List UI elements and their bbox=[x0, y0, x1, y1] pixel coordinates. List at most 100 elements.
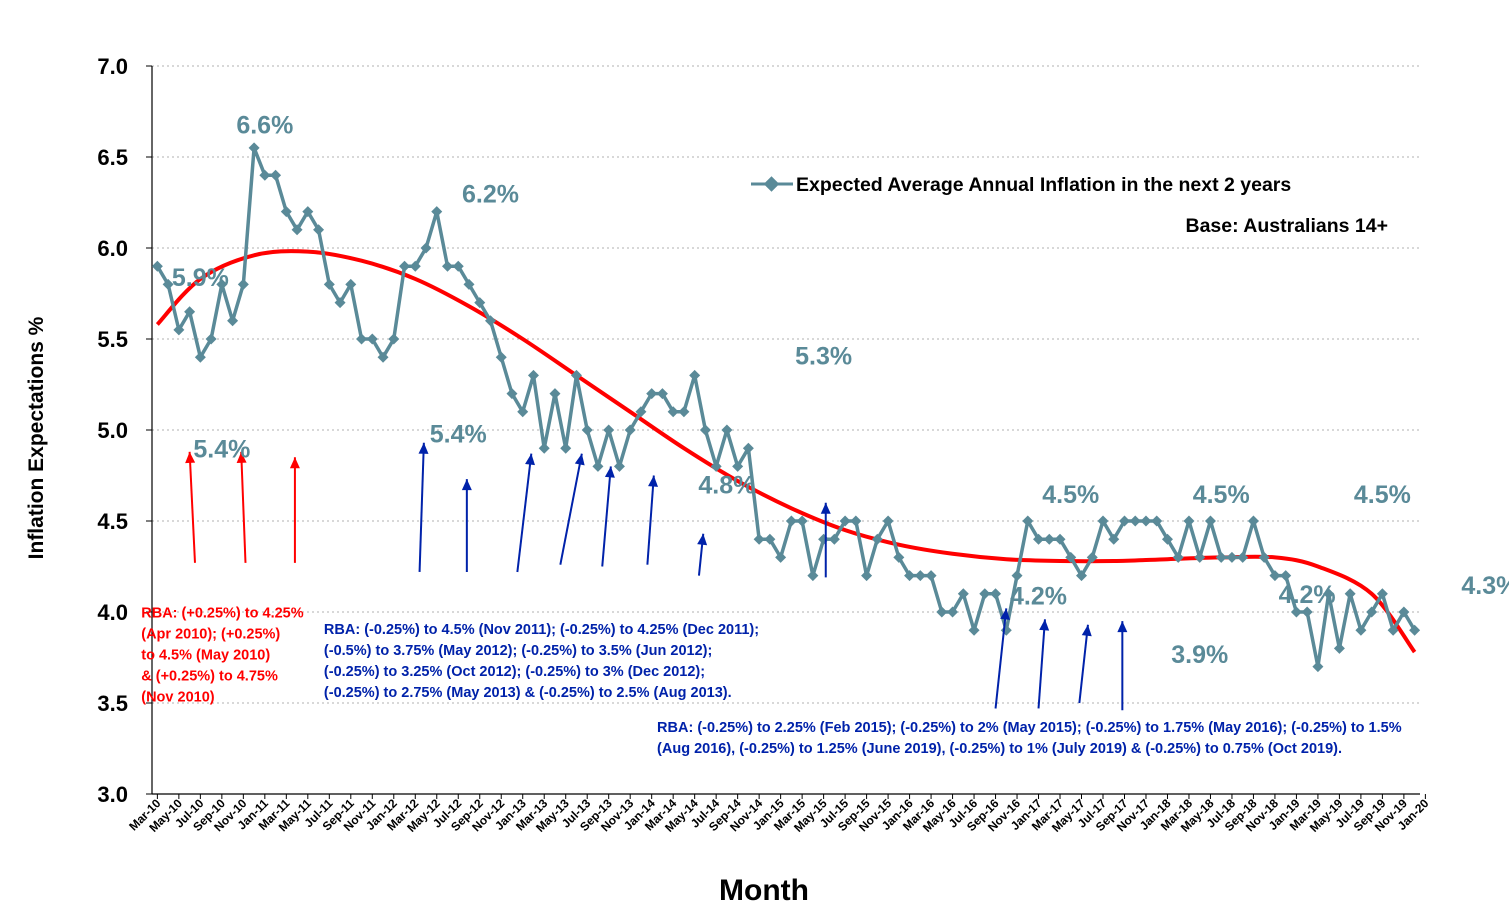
y-tick-label: 5.5 bbox=[97, 327, 128, 352]
data-point bbox=[560, 442, 572, 454]
data-point bbox=[1086, 551, 1098, 563]
data-point bbox=[667, 406, 679, 418]
data-point bbox=[420, 242, 432, 254]
arrow-head bbox=[289, 457, 300, 469]
data-point bbox=[1376, 588, 1388, 600]
data-point bbox=[1076, 570, 1088, 582]
arrow-head bbox=[648, 475, 659, 487]
peak-labels: 6.6% 5.9% 5.4% 6.2% 5.4% 5.3% 4.8% 4.5% 4.2% 4.5%… bbox=[172, 111, 1509, 669]
data-point bbox=[474, 297, 486, 309]
data-point bbox=[1108, 533, 1120, 545]
value-label: 4.8% bbox=[698, 472, 755, 500]
data-point bbox=[925, 570, 937, 582]
value-label: 5.3% bbox=[795, 342, 852, 370]
data-point bbox=[1204, 515, 1216, 527]
arrow-head bbox=[1117, 621, 1128, 633]
data-point bbox=[1323, 588, 1335, 600]
data-point bbox=[173, 324, 185, 336]
x-axis-label: Month bbox=[719, 874, 809, 907]
data-point bbox=[807, 570, 819, 582]
data-point bbox=[1033, 533, 1045, 545]
annotation-arrow bbox=[418, 442, 425, 572]
data-point bbox=[581, 424, 593, 436]
rba-note: RBA: (+0.25%) to 4.25% (Apr 2010); (+0.25… bbox=[141, 605, 303, 705]
rba-note-line: RBA: (+0.25%) to 4.25% bbox=[141, 605, 303, 621]
data-point bbox=[538, 442, 550, 454]
legend-label: Expected Average Annual Inflation in the… bbox=[796, 174, 1291, 196]
data-point bbox=[1333, 642, 1345, 654]
y-tick-label: 4.0 bbox=[97, 600, 128, 625]
value-label: 4.2% bbox=[1279, 581, 1336, 609]
rba-note-line: RBA: (-0.25%) to 2.25% (Feb 2015); (-0.2… bbox=[657, 720, 1402, 736]
annotation-arrow bbox=[994, 608, 1008, 709]
data-point bbox=[388, 333, 400, 345]
y-tick-label: 6.5 bbox=[97, 145, 128, 170]
arrow-head bbox=[697, 533, 708, 546]
y-tick-label: 4.5 bbox=[97, 509, 128, 534]
arrow-head bbox=[574, 453, 585, 466]
data-point bbox=[205, 333, 217, 345]
y-tick-label: 3.5 bbox=[97, 691, 128, 716]
data-point bbox=[431, 206, 443, 218]
data-point bbox=[968, 624, 980, 636]
data-point bbox=[775, 551, 787, 563]
data-point bbox=[162, 278, 174, 290]
rba-note: RBA: (-0.25%) to 4.5% (Nov 2011); (-0.25… bbox=[324, 622, 759, 701]
data-point bbox=[624, 424, 636, 436]
data-point bbox=[785, 515, 797, 527]
data-point bbox=[947, 606, 959, 618]
data-point bbox=[957, 588, 969, 600]
value-label: 4.2% bbox=[1010, 583, 1067, 611]
data-point bbox=[613, 460, 625, 472]
data-point bbox=[527, 369, 539, 381]
arrow-head bbox=[461, 479, 472, 491]
arrow-head bbox=[418, 442, 429, 454]
arrows bbox=[185, 442, 1128, 711]
y-axis-label: Inflation Expectations % bbox=[25, 316, 48, 559]
data-point bbox=[796, 515, 808, 527]
data-point bbox=[979, 588, 991, 600]
data-point bbox=[1398, 606, 1410, 618]
data-point bbox=[1097, 515, 1109, 527]
data-point bbox=[1065, 551, 1077, 563]
legend-base: Base: Australians 14+ bbox=[1185, 215, 1388, 237]
data-point bbox=[882, 515, 894, 527]
y-tick-label: 7.0 bbox=[97, 54, 128, 79]
data-point bbox=[1312, 661, 1324, 673]
data-point bbox=[313, 224, 325, 236]
data-point bbox=[1161, 533, 1173, 545]
data-point bbox=[334, 297, 346, 309]
annotation-arrow bbox=[646, 475, 655, 565]
data-point bbox=[280, 206, 292, 218]
data-point bbox=[366, 333, 378, 345]
data-point bbox=[1247, 515, 1259, 527]
data-point bbox=[1409, 624, 1421, 636]
rba-note-line: & (+0.25%) to 4.75% bbox=[141, 668, 278, 684]
data-point bbox=[1258, 551, 1270, 563]
data-point bbox=[302, 206, 314, 218]
value-label: 4.5% bbox=[1042, 481, 1099, 509]
arrow-head bbox=[185, 451, 196, 464]
data-point bbox=[678, 406, 690, 418]
data-point bbox=[1355, 624, 1367, 636]
rba-note: RBA: (-0.25%) to 2.25% (Feb 2015); (-0.2… bbox=[657, 720, 1402, 757]
data-point bbox=[603, 424, 615, 436]
data-point bbox=[1000, 624, 1012, 636]
data-point bbox=[699, 424, 711, 436]
data-point bbox=[1129, 515, 1141, 527]
data-point bbox=[1387, 624, 1399, 636]
y-tick-label: 5.0 bbox=[97, 418, 128, 443]
data-point bbox=[184, 306, 196, 318]
series-line bbox=[151, 142, 1421, 673]
data-point bbox=[871, 533, 883, 545]
data-point bbox=[1269, 570, 1281, 582]
annotation-arrow bbox=[1037, 619, 1046, 709]
data-point bbox=[861, 570, 873, 582]
data-point bbox=[248, 142, 260, 154]
data-point bbox=[818, 533, 830, 545]
data-point bbox=[1237, 551, 1249, 563]
value-label: 5.9% bbox=[172, 264, 229, 292]
data-point bbox=[259, 169, 271, 181]
data-point bbox=[914, 570, 926, 582]
